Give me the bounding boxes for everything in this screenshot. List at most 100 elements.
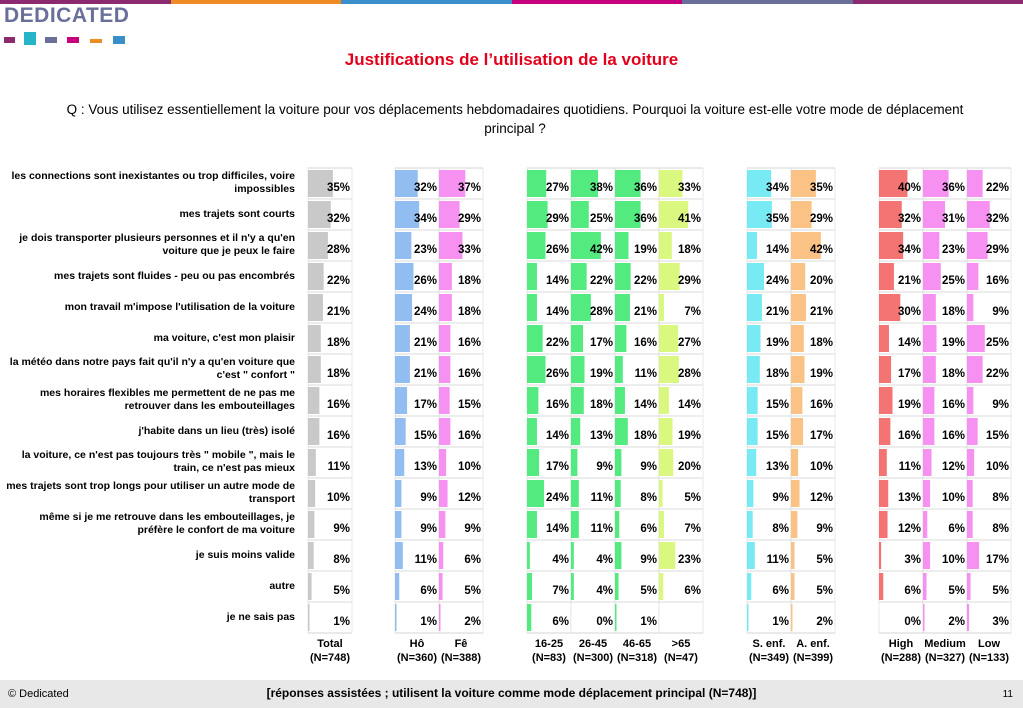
data-bar [747, 573, 752, 600]
value-label: 10% [986, 461, 1009, 473]
value-label: 33% [678, 182, 701, 194]
data-bar [395, 232, 412, 259]
value-label: 18% [458, 275, 481, 287]
value-label: 17% [414, 399, 437, 411]
column-label: Total [317, 638, 343, 650]
value-label: 18% [458, 306, 481, 318]
value-label: 9% [596, 461, 613, 473]
value-label: 16% [458, 368, 481, 380]
data-bar [527, 263, 537, 290]
value-label: 11% [635, 368, 657, 380]
data-bar [747, 542, 755, 569]
value-label: 6% [464, 554, 481, 566]
data-bar [439, 232, 463, 259]
data-bar [615, 263, 631, 290]
column-header: Hô (N=360) [392, 637, 442, 665]
value-label: 19% [590, 368, 613, 380]
value-label: 10% [810, 461, 833, 473]
data-bar [967, 232, 988, 259]
value-label: 14% [546, 275, 569, 287]
value-label: 36% [634, 182, 657, 194]
data-bar [308, 604, 310, 631]
data-bar [659, 170, 683, 197]
logo-square [4, 37, 15, 43]
value-label: 41% [678, 213, 701, 225]
data-bar [571, 170, 599, 197]
data-bar [967, 511, 973, 538]
value-label: 24% [546, 492, 569, 504]
data-bar [791, 294, 806, 321]
column-header: High (N=288) [876, 637, 926, 665]
value-label: 2% [948, 616, 965, 628]
value-label: 19% [810, 368, 833, 380]
row-label: mes trajets sont fluides - peu ou pas en… [54, 270, 295, 282]
value-label: 9% [464, 523, 481, 535]
value-label: 12% [810, 492, 833, 504]
value-label: 13% [898, 492, 921, 504]
data-bar [659, 201, 689, 228]
data-bar [308, 387, 320, 414]
value-label: 32% [898, 213, 921, 225]
data-bar [659, 480, 663, 507]
data-bar [791, 573, 795, 600]
data-bar [747, 170, 772, 197]
value-label: 24% [766, 275, 789, 287]
data-bar [791, 542, 795, 569]
value-label: 15% [766, 430, 789, 442]
data-bar [527, 449, 540, 476]
dedicated-logo: DEDICATED [4, 4, 130, 27]
footer-copyright: © Dedicated [8, 688, 69, 700]
value-label: 9% [772, 492, 789, 504]
value-label: 28% [678, 368, 701, 380]
data-bar [615, 170, 641, 197]
data-bar [791, 201, 812, 228]
data-bar [439, 542, 444, 569]
footer-note: [réponses assistées ; utilisent la voitu… [266, 686, 757, 700]
value-label: 1% [420, 616, 437, 628]
value-label: 20% [810, 275, 833, 287]
data-bar [923, 232, 940, 259]
value-label: 9% [333, 523, 350, 535]
value-label: 15% [766, 399, 789, 411]
value-label: 5% [640, 585, 657, 597]
value-label: 14% [546, 306, 569, 318]
value-label: 9% [420, 492, 437, 504]
data-bar [615, 201, 641, 228]
value-label: 19% [678, 430, 701, 442]
data-bar [659, 542, 676, 569]
data-bar [923, 511, 928, 538]
column-label: >65 [671, 638, 691, 650]
column-sample-size: (N=318) [616, 652, 658, 664]
value-label: 14% [634, 399, 657, 411]
logo-square [67, 37, 79, 43]
data-bar [747, 294, 762, 321]
row-label: je ne sais pas [226, 611, 295, 623]
data-bar [879, 418, 891, 445]
value-label: 26% [414, 275, 437, 287]
data-bar [395, 263, 414, 290]
value-label: 6% [640, 523, 657, 535]
value-label: 16% [546, 399, 569, 411]
logo-square [113, 36, 125, 44]
value-label: 3% [992, 616, 1009, 628]
value-label: 26% [546, 368, 569, 380]
data-bar [967, 418, 978, 445]
data-bar [527, 356, 546, 383]
value-label: 15% [458, 399, 481, 411]
value-label: 5% [816, 585, 833, 597]
data-bar [923, 604, 925, 631]
value-label: 14% [546, 430, 569, 442]
row-label: mes horaires flexibles me permettent de … [39, 387, 295, 412]
page-number: 11 [1002, 689, 1013, 700]
data-bar [615, 542, 622, 569]
value-label: 5% [684, 492, 701, 504]
data-bar [923, 418, 935, 445]
data-bar [967, 356, 983, 383]
top-band-segment [0, 0, 172, 4]
value-label: 11% [899, 461, 921, 473]
data-bar [923, 263, 941, 290]
data-bar [791, 511, 798, 538]
data-bar [967, 201, 990, 228]
data-bar [747, 201, 772, 228]
value-label: 19% [766, 337, 789, 349]
